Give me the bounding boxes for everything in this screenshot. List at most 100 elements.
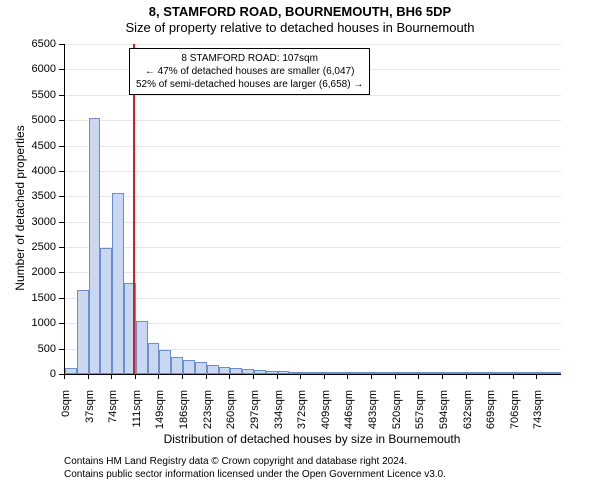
histogram-bar [254, 370, 266, 374]
xtick-label: 223sqm [202, 390, 214, 440]
xtick-mark [206, 374, 207, 379]
ytick-mark [59, 120, 64, 121]
xtick-label: 409sqm [320, 390, 332, 440]
xtick-label: 111sqm [131, 390, 143, 440]
ytick-label: 6000 [0, 63, 56, 75]
histogram-bar [100, 248, 112, 374]
xtick-label: 37sqm [84, 390, 96, 440]
footer-line1: Contains HM Land Registry data © Crown c… [64, 456, 446, 469]
xtick-mark [324, 374, 325, 379]
histogram-bar [77, 290, 89, 374]
histogram-bar [219, 367, 231, 374]
xtick-label: 706sqm [509, 390, 521, 440]
histogram-bar [230, 368, 242, 374]
xtick-mark [253, 374, 254, 379]
ytick-mark [59, 247, 64, 248]
ytick-label: 4000 [0, 165, 56, 177]
ytick-mark [59, 69, 64, 70]
xtick-mark [466, 374, 467, 379]
xtick-mark [371, 374, 372, 379]
gridline [65, 247, 561, 248]
xtick-label: 372sqm [296, 390, 308, 440]
ytick-mark [59, 272, 64, 273]
histogram-bar [136, 321, 148, 374]
histogram-bar [514, 372, 526, 374]
xtick-label: 632sqm [462, 390, 474, 440]
ytick-label: 6500 [0, 38, 56, 50]
histogram-plot: 8 STAMFORD ROAD: 107sqm← 47% of detached… [64, 44, 561, 375]
histogram-bar [89, 118, 101, 374]
xtick-mark [182, 374, 183, 379]
gridline [65, 298, 561, 299]
histogram-bar [325, 372, 337, 374]
ytick-mark [59, 196, 64, 197]
histogram-bar [159, 350, 171, 374]
histogram-bar [419, 372, 431, 374]
gridline [65, 222, 561, 223]
ytick-mark [59, 95, 64, 96]
xtick-label: 446sqm [343, 390, 355, 440]
xtick-mark [158, 374, 159, 379]
xtick-mark [300, 374, 301, 379]
xtick-mark [442, 374, 443, 379]
xtick-label: 0sqm [60, 390, 72, 440]
xtick-mark [277, 374, 278, 379]
ytick-label: 0 [0, 368, 56, 380]
histogram-bar [443, 372, 455, 374]
xtick-label: 557sqm [414, 390, 426, 440]
histogram-bar [348, 372, 360, 374]
histogram-bar [148, 343, 160, 374]
xtick-mark [135, 374, 136, 379]
xtick-label: 297sqm [249, 390, 261, 440]
y-axis-label: Number of detached properties [13, 98, 27, 318]
gridline [65, 120, 561, 121]
ytick-label: 2000 [0, 266, 56, 278]
ytick-mark [59, 349, 64, 350]
xtick-label: 669sqm [485, 390, 497, 440]
histogram-bar [183, 360, 195, 374]
xtick-label: 594sqm [438, 390, 450, 440]
histogram-bar [372, 372, 384, 374]
ytick-label: 500 [0, 343, 56, 355]
histogram-bar [537, 372, 549, 374]
xtick-mark [64, 374, 65, 379]
xtick-label: 186sqm [178, 390, 190, 440]
xtick-label: 260sqm [225, 390, 237, 440]
histogram-bar [301, 372, 313, 374]
ytick-label: 1500 [0, 292, 56, 304]
ytick-label: 4500 [0, 140, 56, 152]
xtick-mark [88, 374, 89, 379]
info-box: 8 STAMFORD ROAD: 107sqm← 47% of detached… [129, 48, 370, 95]
histogram-bar [65, 368, 77, 374]
xtick-label: 334sqm [273, 390, 285, 440]
ytick-mark [59, 44, 64, 45]
ytick-label: 5500 [0, 89, 56, 101]
gridline [65, 146, 561, 147]
gridline [65, 272, 561, 273]
ytick-mark [59, 323, 64, 324]
title-line2: Size of property relative to detached ho… [0, 20, 600, 36]
xtick-mark [418, 374, 419, 379]
ytick-label: 5000 [0, 114, 56, 126]
ytick-mark [59, 171, 64, 172]
xtick-mark [347, 374, 348, 379]
xtick-mark [111, 374, 112, 379]
histogram-bar [171, 357, 183, 374]
gridline [65, 171, 561, 172]
gridline [65, 196, 561, 197]
ytick-mark [59, 298, 64, 299]
xtick-label: 483sqm [367, 390, 379, 440]
xtick-label: 520sqm [391, 390, 403, 440]
info-line3: 52% of semi-detached houses are larger (… [136, 78, 363, 91]
histogram-bar [396, 372, 408, 374]
footer-text: Contains HM Land Registry data © Crown c… [64, 456, 446, 481]
histogram-bar [467, 372, 479, 374]
histogram-bar [112, 193, 124, 374]
title-line1: 8, STAMFORD ROAD, BOURNEMOUTH, BH6 5DP [0, 0, 600, 20]
histogram-bar [490, 372, 502, 374]
ytick-label: 2500 [0, 241, 56, 253]
xtick-mark [395, 374, 396, 379]
info-line2: ← 47% of detached houses are smaller (6,… [136, 65, 363, 78]
ytick-mark [59, 222, 64, 223]
xtick-mark [536, 374, 537, 379]
